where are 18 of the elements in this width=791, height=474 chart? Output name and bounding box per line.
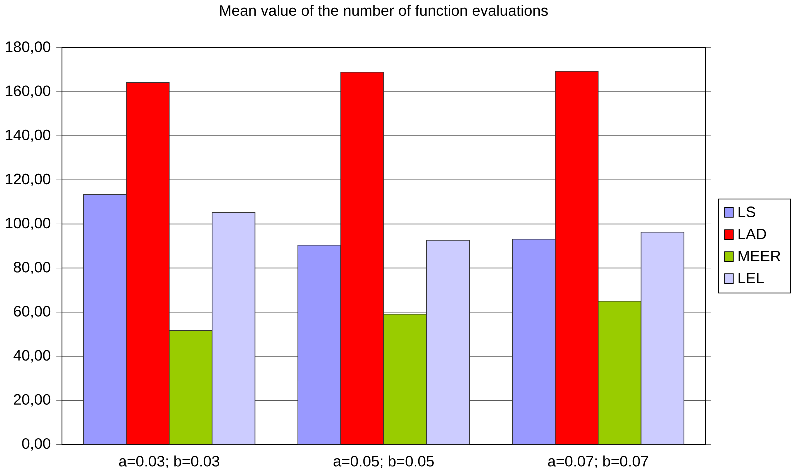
y-tick-label: 180,00 (6, 42, 51, 54)
y-tick-label: 20,00 (14, 394, 51, 407)
y-tick-label: 60,00 (14, 306, 51, 319)
y-tick-label: 100,00 (6, 218, 51, 231)
x-tick-label: a=0.03; b=0.03 (119, 456, 220, 469)
legend-label: LAD (738, 229, 766, 240)
legend-label: LEL (738, 273, 764, 284)
legend-label: LS (738, 206, 756, 218)
y-tick-label: 160,00 (6, 86, 51, 98)
y-tick-label: 140,00 (6, 130, 51, 142)
y-tick-label: 0,00 (22, 438, 51, 452)
y-tick-label: 120,00 (6, 174, 51, 187)
x-tick-label: a=0.07; b=0.07 (548, 456, 648, 469)
x-tick-label: a=0.05; b=0.05 (334, 456, 434, 469)
y-tick-label: 40,00 (14, 350, 51, 363)
legend-label: MEER (738, 251, 781, 262)
chart-title: Mean value of the number of function evaluations (220, 5, 548, 16)
y-tick-label: 80,00 (14, 262, 51, 275)
